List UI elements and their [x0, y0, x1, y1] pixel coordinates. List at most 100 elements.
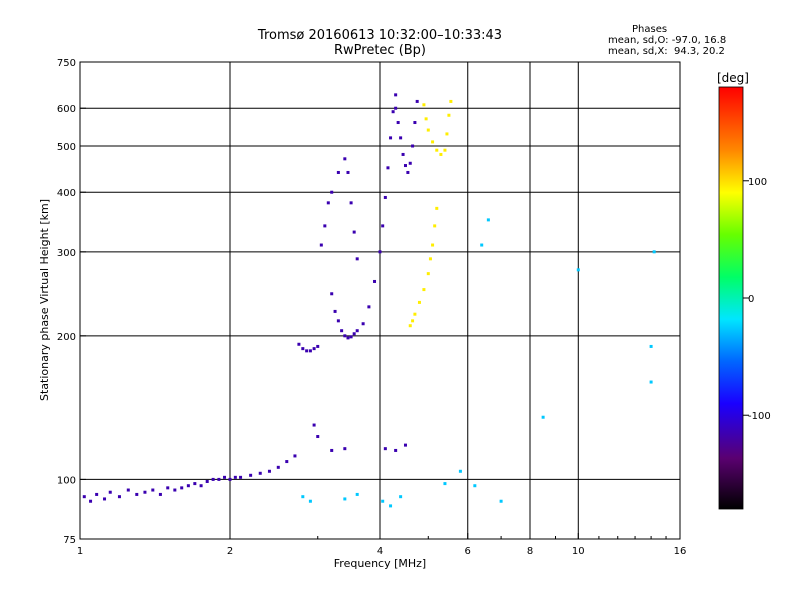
data-point: [383, 195, 387, 199]
chart-subtitle: RwPretec (Bp): [333, 43, 427, 58]
data-point: [361, 322, 365, 326]
data-point: [343, 447, 347, 451]
data-point: [473, 484, 477, 488]
data-point: [394, 448, 398, 452]
data-point: [426, 128, 430, 132]
y-tick-label: 750: [57, 58, 76, 69]
data-point: [399, 136, 403, 140]
data-point: [301, 347, 305, 351]
data-point: [428, 257, 432, 261]
y-axis-label: Stationary phase Virtual Height [km]: [38, 199, 51, 401]
data-point: [411, 144, 415, 148]
y-tick-label: 500: [57, 142, 76, 153]
data-point: [367, 305, 371, 309]
y-tick-label: 300: [57, 248, 76, 259]
data-point: [336, 170, 340, 174]
data-point: [239, 475, 243, 479]
data-point: [316, 435, 320, 439]
data-point: [326, 201, 330, 205]
data-point: [417, 300, 421, 304]
colorbar-tick-label: 100: [748, 177, 767, 188]
data-point: [301, 495, 305, 499]
data-point: [649, 380, 653, 384]
data-point: [389, 504, 393, 508]
data-point: [199, 484, 203, 488]
colorbar-label: [deg]: [717, 71, 749, 85]
data-point: [340, 329, 344, 333]
data-point: [355, 492, 359, 496]
data-point: [346, 336, 350, 340]
data-point: [223, 475, 227, 479]
data-point: [333, 309, 337, 313]
data-point: [422, 288, 426, 292]
data-point: [381, 224, 385, 228]
x-axis-label: Frequency [MHz]: [334, 557, 426, 570]
data-point: [480, 243, 484, 247]
data-point: [394, 106, 398, 110]
data-point: [316, 344, 320, 348]
data-point: [424, 117, 428, 121]
data-point: [406, 170, 410, 174]
data-point: [346, 170, 350, 174]
data-point: [355, 257, 359, 261]
data-point: [399, 495, 403, 499]
data-point: [343, 497, 347, 501]
data-point: [443, 482, 447, 486]
data-point: [576, 268, 580, 272]
data-point: [323, 224, 327, 228]
y-tick-label: 100: [57, 475, 76, 486]
data-point: [319, 243, 323, 247]
data-point: [435, 148, 439, 152]
data-point: [394, 93, 398, 97]
data-point: [205, 479, 209, 483]
data-point: [343, 334, 347, 338]
data-point: [349, 201, 353, 205]
data-point: [95, 492, 99, 496]
data-point: [228, 477, 232, 481]
data-point: [89, 499, 93, 503]
y-tick-label: 400: [57, 188, 76, 199]
data-point: [408, 161, 412, 165]
data-point: [355, 329, 359, 333]
data-point: [308, 499, 312, 503]
data-point: [439, 152, 443, 156]
data-point: [285, 460, 289, 464]
data-point: [249, 473, 253, 477]
colorbar: [718, 86, 744, 510]
data-point: [458, 469, 462, 473]
data-point: [135, 492, 139, 496]
data-point: [308, 349, 312, 353]
data-point: [151, 488, 155, 492]
data-point: [422, 103, 426, 107]
data-point: [330, 292, 334, 296]
data-point: [330, 190, 334, 194]
x-tick-label: 10: [572, 546, 585, 557]
data-point: [486, 218, 490, 222]
y-tick-label: 75: [63, 535, 76, 546]
data-point: [449, 99, 453, 103]
data-point: [447, 113, 451, 117]
data-point: [541, 415, 545, 419]
data-point: [431, 243, 435, 247]
data-point: [386, 166, 390, 170]
data-point: [411, 319, 415, 323]
x-tick-label: 2: [227, 546, 233, 557]
data-point: [352, 230, 356, 234]
data-point: [193, 482, 197, 486]
data-point: [211, 477, 215, 481]
colorbar-tick-label: -100: [748, 411, 771, 422]
data-point: [305, 349, 309, 353]
phase-x-stats: mean, sd,X: 94.3, 20.2: [608, 46, 725, 57]
data-point: [413, 312, 417, 316]
data-point: [158, 492, 162, 496]
data-point: [276, 465, 280, 469]
data-point: [330, 448, 334, 452]
x-tick-label: 8: [527, 546, 533, 557]
data-point: [443, 148, 447, 152]
data-point: [267, 469, 271, 473]
data-point: [103, 497, 107, 501]
data-point: [401, 152, 405, 156]
data-point: [82, 495, 86, 499]
data-point: [166, 486, 170, 490]
data-point: [293, 454, 297, 458]
